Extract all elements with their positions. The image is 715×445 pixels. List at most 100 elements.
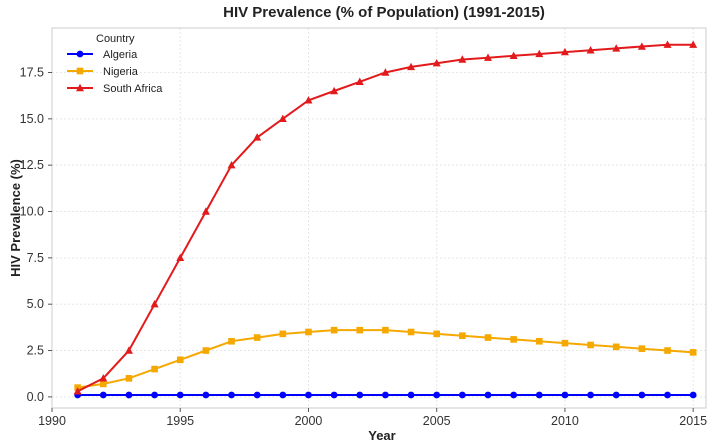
data-point-algeria <box>535 391 543 399</box>
data-point-nigeria <box>125 375 133 382</box>
x-tick-label: 2005 <box>423 414 451 428</box>
data-point-algeria <box>228 391 235 399</box>
data-point-algeria <box>587 391 594 399</box>
data-point-south-africa <box>484 53 492 61</box>
plot-area <box>51 27 707 409</box>
data-point-algeria <box>99 391 107 399</box>
data-point-south-africa <box>432 59 441 67</box>
x-axis: 1990 1995 2000 2005 2010 2015 <box>38 408 707 428</box>
data-point-nigeria <box>638 345 646 352</box>
data-point-south-africa <box>330 86 339 95</box>
legend-marker <box>76 83 84 92</box>
chart-title: HIV Prevalence (% of Population) (1991-2… <box>223 4 545 21</box>
data-point-nigeria <box>407 328 415 336</box>
data-point-south-africa <box>637 42 646 50</box>
series-nigeria <box>74 326 697 391</box>
data-point-nigeria <box>382 326 389 334</box>
x-tick-label: 2000 <box>295 414 323 428</box>
data-point-algeria <box>125 391 133 399</box>
data-point-nigeria <box>202 347 210 354</box>
series <box>73 40 698 399</box>
data-point-south-africa <box>176 253 185 262</box>
series-line-nigeria <box>77 329 694 389</box>
data-point-south-africa <box>612 44 621 52</box>
data-point-nigeria <box>253 334 261 341</box>
data-point-algeria <box>176 391 184 399</box>
data-point-nigeria <box>664 347 671 354</box>
data-point-south-africa <box>355 77 364 85</box>
legend-item-nigeria: Nigeria <box>67 66 139 78</box>
x-tick-label: 1995 <box>166 414 194 428</box>
data-point-south-africa <box>124 346 133 354</box>
data-point-algeria <box>433 391 441 399</box>
data-point-nigeria <box>151 365 158 373</box>
data-point-south-africa <box>586 46 595 54</box>
data-point-south-africa <box>73 387 82 395</box>
data-point-south-africa <box>227 160 236 169</box>
legend-item-algeria: Algeria <box>67 49 138 61</box>
data-point-nigeria <box>279 330 287 338</box>
data-point-algeria <box>561 391 569 399</box>
data-point-nigeria <box>587 341 594 349</box>
data-point-algeria <box>382 391 389 399</box>
series-south-africa <box>73 40 698 395</box>
data-point-south-africa <box>458 55 467 63</box>
x-tick-label: 2015 <box>679 414 707 428</box>
data-point-nigeria <box>561 339 569 347</box>
y-tick-label: 15.0 <box>20 112 44 126</box>
legend-title: Country <box>96 33 135 45</box>
data-point-nigeria <box>176 356 184 364</box>
data-point-south-africa <box>509 51 518 60</box>
y-tick-label: 0.0 <box>27 390 44 404</box>
legend-marker <box>76 50 84 58</box>
data-point-algeria <box>305 391 312 399</box>
data-point-algeria <box>664 391 671 399</box>
x-tick-label: 1990 <box>38 414 66 428</box>
legend-label: Algeria <box>103 49 138 61</box>
x-axis-label: Year <box>368 428 395 443</box>
data-point-south-africa <box>201 207 210 215</box>
data-point-nigeria <box>228 337 235 345</box>
data-point-south-africa <box>535 49 544 58</box>
data-point-nigeria <box>535 337 543 345</box>
y-tick-label: 10.0 <box>20 205 44 219</box>
legend: Country Algeria Nigeria South Africa <box>67 33 163 95</box>
legend-item-south-africa: South Africa <box>67 83 163 95</box>
data-point-nigeria <box>459 332 466 340</box>
data-point-nigeria <box>484 334 492 341</box>
y-axis: 0.0 2.5 5.0 7.5 10.0 12.5 15.0 17.5 <box>20 65 52 404</box>
data-point-south-africa <box>99 374 108 382</box>
data-point-nigeria <box>689 349 697 356</box>
data-point-algeria <box>202 391 210 399</box>
data-point-south-africa <box>560 47 569 56</box>
data-point-south-africa <box>381 68 390 76</box>
data-point-south-africa <box>689 40 698 48</box>
data-point-algeria <box>151 391 158 399</box>
data-point-algeria <box>407 391 415 399</box>
y-axis-label: HIV Prevalence (%) <box>8 159 23 277</box>
data-point-south-africa <box>278 114 287 123</box>
data-point-south-africa <box>150 299 159 308</box>
y-tick-label: 17.5 <box>20 65 44 79</box>
x-tick-label: 2010 <box>551 414 579 428</box>
data-point-algeria <box>484 391 492 399</box>
grid <box>51 28 706 408</box>
data-point-nigeria <box>433 330 441 338</box>
data-point-nigeria <box>305 328 312 336</box>
data-point-algeria <box>638 391 646 399</box>
y-tick-label: 2.5 <box>27 344 44 358</box>
data-point-algeria <box>279 391 287 399</box>
y-tick-label: 5.0 <box>27 297 44 311</box>
data-point-nigeria <box>99 380 107 388</box>
legend-marker <box>76 67 84 75</box>
legend-label: South Africa <box>103 83 163 95</box>
data-point-algeria <box>510 391 518 399</box>
series-algeria <box>74 391 697 399</box>
data-point-south-africa <box>663 40 672 48</box>
data-point-algeria <box>689 391 697 399</box>
data-point-nigeria <box>330 326 338 334</box>
data-point-algeria <box>612 391 620 399</box>
data-point-algeria <box>458 391 466 399</box>
data-point-nigeria <box>612 343 620 351</box>
